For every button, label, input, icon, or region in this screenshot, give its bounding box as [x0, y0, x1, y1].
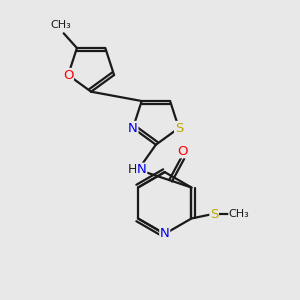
- Text: N: N: [160, 227, 169, 240]
- Text: S: S: [210, 208, 218, 220]
- Text: CH₃: CH₃: [229, 209, 250, 219]
- Text: CH₃: CH₃: [50, 20, 71, 30]
- Text: H: H: [128, 163, 138, 176]
- Text: N: N: [128, 122, 138, 134]
- Text: O: O: [63, 68, 74, 82]
- Text: O: O: [178, 145, 188, 158]
- Text: N: N: [137, 163, 147, 176]
- Text: S: S: [175, 122, 183, 134]
